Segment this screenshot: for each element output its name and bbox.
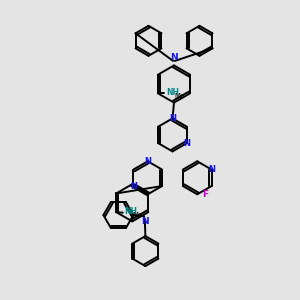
Text: N: N [169,114,176,123]
Text: N: N [130,182,137,190]
Text: N: N [170,53,178,62]
Text: Me: Me [133,212,143,218]
Text: N: N [208,165,215,174]
Text: Me: Me [174,93,184,99]
Text: N: N [141,217,148,226]
Text: F: F [202,190,208,199]
Text: N: N [183,139,190,148]
Text: NH: NH [124,207,138,216]
Text: N: N [144,157,151,166]
Text: NH: NH [166,88,179,97]
